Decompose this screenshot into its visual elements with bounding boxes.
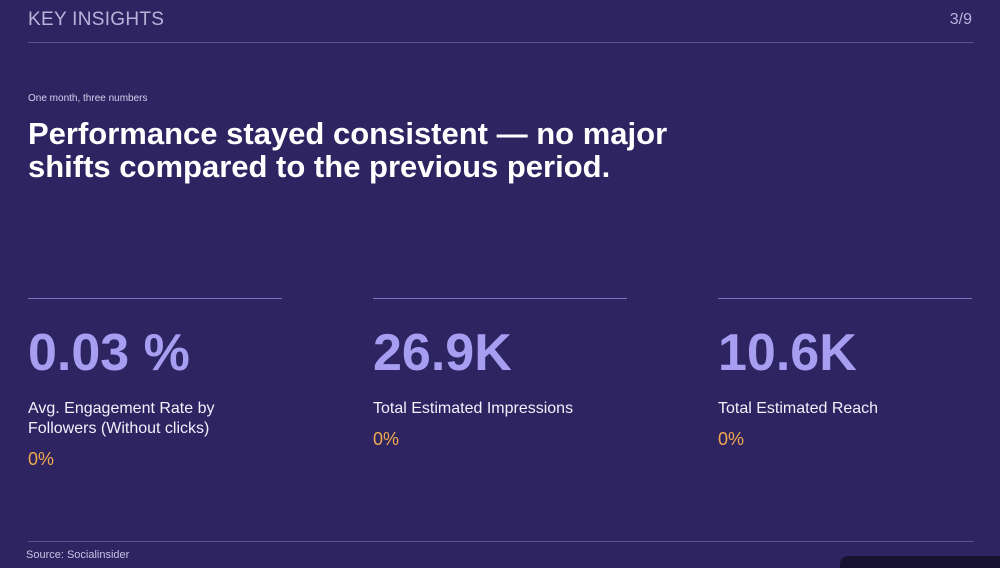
metric: 0.03 % Avg. Engagement Rate by Followers… (28, 298, 282, 470)
metric-value: 0.03 % (28, 324, 190, 382)
page-number: 3/9 (949, 11, 972, 28)
metric-value: 26.9K (373, 324, 512, 382)
metric-change: 0% (373, 429, 400, 449)
metric-change: 0% (28, 449, 55, 469)
metric: 10.6K Total Estimated Reach 0% (718, 298, 972, 450)
metric-rule (28, 298, 282, 299)
metric-label: Total Estimated Impressions (373, 400, 574, 417)
metric-label: Avg. Engagement Rate by Followers (Witho… (28, 400, 215, 437)
corner-shape (840, 556, 1000, 568)
divider (28, 42, 974, 43)
source: Source: Socialinsider (26, 549, 130, 561)
metric-rule (373, 298, 627, 299)
divider (28, 541, 974, 542)
metric-change: 0% (718, 429, 745, 449)
header-title: KEY INSIGHTS (28, 9, 165, 30)
headline: Performance stayed consistent — no major… (28, 116, 668, 184)
metric-rule (718, 298, 972, 299)
metric: 26.9K Total Estimated Impressions 0% (373, 298, 627, 450)
eyebrow: One month, three numbers (28, 93, 148, 104)
metric-value: 10.6K (718, 324, 857, 382)
metric-label: Total Estimated Reach (718, 400, 879, 417)
